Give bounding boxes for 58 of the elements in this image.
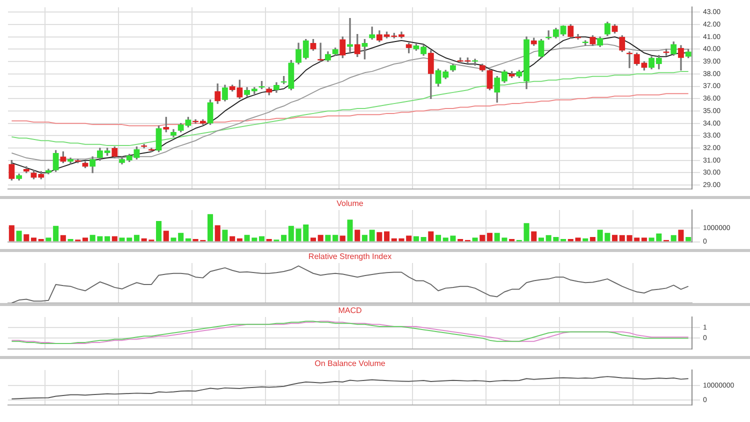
bar: [170, 238, 176, 242]
bar: [318, 234, 324, 242]
bar: [185, 238, 191, 242]
bar: [340, 236, 346, 242]
bar: [590, 236, 596, 242]
bar: [486, 232, 492, 242]
bar: [222, 230, 228, 242]
bar: [354, 230, 360, 242]
bar: [369, 230, 375, 242]
bar: [104, 236, 110, 242]
chart-title: Volume: [336, 199, 364, 208]
bar: [612, 234, 618, 242]
bar: [362, 234, 368, 242]
bar: [24, 234, 30, 242]
bar: [288, 226, 294, 242]
chart-title: MACD: [338, 306, 362, 316]
bar: [214, 225, 220, 242]
bar: [46, 238, 52, 242]
bar: [686, 236, 692, 242]
bar: [156, 221, 162, 242]
bar: [258, 236, 264, 242]
bar: [112, 236, 118, 242]
bar: [678, 230, 684, 242]
bar: [428, 231, 434, 242]
bar: [178, 232, 184, 242]
bar: [531, 231, 537, 242]
bar: [163, 230, 169, 242]
bar: [524, 223, 530, 242]
bar: [230, 236, 236, 242]
bar: [413, 236, 419, 242]
bar: [472, 238, 478, 242]
bar: [406, 236, 412, 242]
bar: [670, 235, 676, 242]
bar: [384, 231, 390, 242]
bar: [347, 220, 353, 242]
bar: [376, 232, 382, 242]
bar: [325, 234, 331, 242]
bar: [8, 225, 14, 242]
bar: [538, 238, 544, 242]
bar: [134, 234, 140, 242]
bar: [582, 238, 588, 242]
bar: [281, 234, 287, 242]
bar: [332, 234, 338, 242]
chart-title: Relative Strength Index: [308, 252, 392, 262]
bar: [53, 226, 59, 242]
bar: [641, 238, 647, 242]
bar: [634, 238, 640, 242]
bar: [480, 234, 486, 242]
chart-title: On Balance Volume: [314, 359, 386, 368]
bar: [82, 238, 88, 242]
bar: [236, 238, 242, 242]
bar: [310, 238, 316, 242]
bar: [60, 235, 66, 242]
bar: [208, 214, 214, 242]
bar: [16, 230, 22, 242]
bar: [436, 234, 442, 242]
bar: [30, 238, 36, 242]
bar: [420, 236, 426, 242]
